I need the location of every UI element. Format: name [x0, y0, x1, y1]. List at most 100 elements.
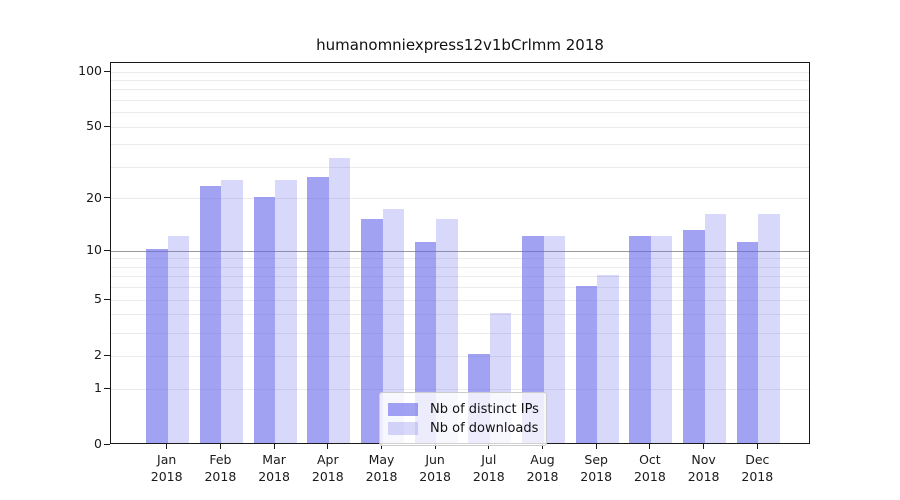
gridline — [111, 144, 809, 146]
gridline — [111, 71, 809, 73]
x-tick-mark — [649, 444, 651, 449]
x-tick-month: Mar — [262, 452, 286, 467]
y-tick-mark — [104, 354, 110, 356]
plot-area: Nb of distinct IPs Nb of downloads — [110, 62, 810, 446]
gridline — [111, 299, 809, 301]
y-tick-label: 10 — [86, 242, 102, 258]
x-tick-mark — [703, 444, 705, 449]
y-tick-mark — [104, 298, 110, 300]
bar-downloads — [221, 179, 243, 443]
x-tick-mark — [219, 444, 221, 449]
x-tick-year: 2018 — [633, 468, 666, 484]
gridline — [111, 112, 809, 114]
legend-label-downloads: Nb of downloads — [430, 421, 539, 436]
bar-downloads — [275, 179, 297, 443]
legend-swatch-distinct-ips — [388, 403, 418, 416]
x-tick-label: May 2018 — [354, 452, 410, 485]
bar-distinct-ips — [736, 242, 759, 443]
x-tick-label: Jun 2018 — [407, 452, 463, 485]
legend: Nb of distinct IPs Nb of downloads — [379, 392, 547, 446]
x-tick-month: Apr — [316, 452, 339, 467]
gridline — [111, 266, 809, 268]
gridline — [111, 258, 809, 260]
y-tick-mark — [104, 125, 110, 127]
gridline — [111, 276, 809, 278]
bar-distinct-ips — [575, 285, 598, 443]
x-tick-label: Aug 2018 — [515, 452, 571, 485]
x-tick-mark — [273, 444, 275, 449]
bar-distinct-ips — [253, 196, 276, 443]
x-tick-month: May — [368, 452, 395, 467]
x-tick-mark — [756, 444, 758, 449]
gridline — [111, 89, 809, 91]
x-tick-year: 2018 — [472, 468, 505, 484]
x-tick-label: Oct 2018 — [622, 452, 678, 485]
x-tick-label: Nov 2018 — [676, 452, 732, 485]
y-tick-label: 100 — [78, 63, 102, 78]
legend-swatch-downloads — [388, 422, 418, 435]
bar-downloads — [382, 209, 404, 443]
y-tick-label: 0 — [94, 436, 102, 451]
y-tick-mark — [104, 197, 110, 199]
x-tick-mark — [488, 444, 490, 449]
x-tick-mark — [327, 444, 329, 449]
gridline — [111, 332, 809, 334]
gridline-emphasized — [111, 250, 809, 252]
y-tick-label: 50 — [86, 118, 102, 134]
y-tick-label: 2 — [94, 347, 102, 363]
y-tick-label: 5 — [94, 291, 102, 307]
bar-distinct-ips — [307, 176, 329, 443]
legend-item-distinct-ips: Nb of distinct IPs — [388, 401, 539, 418]
x-tick-label: Mar 2018 — [246, 452, 302, 485]
bar-downloads — [650, 235, 673, 443]
x-tick-month: Aug — [530, 452, 555, 467]
gridline — [111, 287, 809, 289]
x-tick-label: Dec 2018 — [729, 452, 785, 485]
bar-downloads — [543, 235, 565, 443]
bar-distinct-ips — [361, 218, 383, 443]
x-tick-mark — [542, 444, 543, 449]
gridline — [111, 314, 809, 316]
bar-distinct-ips — [629, 235, 651, 443]
bar-downloads — [167, 235, 190, 443]
x-tick-month: Oct — [639, 452, 661, 467]
x-tick-mark — [595, 444, 597, 449]
x-tick-year: 2018 — [687, 468, 720, 484]
gridline — [111, 79, 809, 81]
x-tick-year: 2018 — [419, 468, 451, 484]
x-tick-month: Jan — [157, 452, 177, 467]
legend-label-distinct-ips: Nb of distinct IPs — [430, 402, 539, 417]
bar-distinct-ips — [683, 229, 705, 443]
x-tick-label: Feb 2018 — [192, 452, 248, 485]
x-tick-year: 2018 — [311, 468, 344, 484]
y-tick-mark — [104, 387, 110, 389]
bar-downloads — [704, 214, 727, 443]
x-tick-month: Feb — [209, 452, 232, 467]
gridline — [111, 388, 809, 390]
x-tick-month: Sep — [584, 452, 608, 467]
x-tick-month: Nov — [691, 452, 716, 467]
x-tick-year: 2018 — [258, 468, 290, 484]
y-tick-mark — [104, 249, 110, 251]
x-tick-year: 2018 — [741, 468, 774, 484]
x-tick-year: 2018 — [365, 468, 398, 484]
x-tick-mark — [166, 444, 168, 449]
y-tick-mark — [104, 70, 110, 72]
x-tick-year: 2018 — [526, 468, 559, 484]
gridline — [111, 198, 809, 200]
x-tick-label: Jan 2018 — [139, 452, 195, 485]
bar-distinct-ips — [522, 235, 544, 443]
x-tick-mark — [381, 444, 382, 449]
x-tick-year: 2018 — [150, 468, 183, 484]
bar-downloads — [436, 218, 458, 443]
x-tick-year: 2018 — [580, 468, 613, 484]
gridline — [111, 167, 809, 168]
gridline — [111, 100, 809, 101]
chart-title: humanomniexpress12v1bCrlmm 2018 — [316, 36, 604, 54]
gridline — [111, 355, 809, 357]
x-tick-month: Dec — [745, 452, 770, 467]
x-tick-label: Jul 2018 — [461, 452, 517, 485]
y-tick-mark — [104, 443, 110, 445]
x-tick-mark — [434, 444, 436, 449]
bar-downloads — [597, 274, 619, 443]
